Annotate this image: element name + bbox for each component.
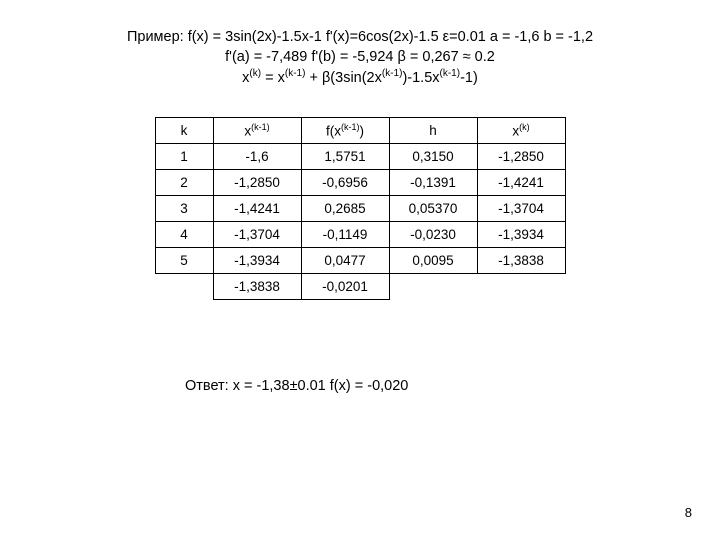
cell: -1,3838 xyxy=(213,273,301,299)
cell: -1,2850 xyxy=(213,169,301,195)
cell: 1,5751 xyxy=(301,143,389,169)
cell: 0,0477 xyxy=(301,247,389,273)
cell: 1 xyxy=(155,143,213,169)
example-header: Пример: f(x) = 3sin(2x)-1.5x-1 f'(x)=6co… xyxy=(0,0,720,89)
col-xk: x(k) xyxy=(477,117,565,143)
cell: -0,0201 xyxy=(301,273,389,299)
l3-p3: + β(3sin(2x xyxy=(305,70,381,86)
iteration-table-wrap: k x(k-1) f(x(k-1)) h x(k) 1 -1,6 1,5751 … xyxy=(0,117,720,300)
cell: -1,3704 xyxy=(477,195,565,221)
cell: -0,0230 xyxy=(389,221,477,247)
col-h: h xyxy=(389,117,477,143)
cell: -0,6956 xyxy=(301,169,389,195)
l3-p2: = x xyxy=(261,70,285,86)
cell: -1,4241 xyxy=(477,169,565,195)
cell: 0,05370 xyxy=(389,195,477,221)
cell: -1,3934 xyxy=(477,221,565,247)
l3-s2: (k-1) xyxy=(285,68,306,79)
col-xk1: x(k-1) xyxy=(213,117,301,143)
l3-s4: (k-1) xyxy=(440,68,461,79)
empty-cell xyxy=(389,273,477,299)
cell: 5 xyxy=(155,247,213,273)
l3-s1: (k) xyxy=(249,68,261,79)
cell: -1,3838 xyxy=(477,247,565,273)
cell: -1,3934 xyxy=(213,247,301,273)
header-line1: Пример: f(x) = 3sin(2x)-1.5x-1 f'(x)=6co… xyxy=(0,28,720,48)
cell: 3 xyxy=(155,195,213,221)
cell: 4 xyxy=(155,221,213,247)
col-fxk1: f(x(k-1)) xyxy=(301,117,389,143)
cell: -1,3704 xyxy=(213,221,301,247)
l3-p5: -1) xyxy=(460,70,478,86)
table-row: 4 -1,3704 -0,1149 -0,0230 -1,3934 xyxy=(155,221,565,247)
cell: -0,1149 xyxy=(301,221,389,247)
table-header-row: k x(k-1) f(x(k-1)) h x(k) xyxy=(155,117,565,143)
cell: -0,1391 xyxy=(389,169,477,195)
empty-cell xyxy=(155,273,213,299)
table-row: 1 -1,6 1,5751 0,3150 -1,2850 xyxy=(155,143,565,169)
table-row: 5 -1,3934 0,0477 0,0095 -1,3838 xyxy=(155,247,565,273)
cell: -1,4241 xyxy=(213,195,301,221)
cell: 0,3150 xyxy=(389,143,477,169)
cell: 2 xyxy=(155,169,213,195)
empty-cell xyxy=(477,273,565,299)
table-row: 2 -1,2850 -0,6956 -0,1391 -1,4241 xyxy=(155,169,565,195)
header-line2: f'(a) = -7,489 f'(b) = -5,924 β = 0,267 … xyxy=(0,48,720,68)
iteration-table: k x(k-1) f(x(k-1)) h x(k) 1 -1,6 1,5751 … xyxy=(155,117,566,300)
cell: 0,2685 xyxy=(301,195,389,221)
cell: -1,2850 xyxy=(477,143,565,169)
answer-text: Ответ: x = -1,38±0.01 f(x) = -0,020 xyxy=(0,378,720,394)
col-k: k xyxy=(155,117,213,143)
page-number: 8 xyxy=(685,505,692,520)
l3-s3: (k-1) xyxy=(382,68,403,79)
table-row: 3 -1,4241 0,2685 0,05370 -1,3704 xyxy=(155,195,565,221)
cell: -1,6 xyxy=(213,143,301,169)
l3-p4: )-1.5x xyxy=(402,70,439,86)
table-last-row: -1,3838 -0,0201 xyxy=(155,273,565,299)
header-line3: x(k) = x(k-1) + β(3sin(2x(k-1))-1.5x(k-1… xyxy=(0,67,720,88)
cell: 0,0095 xyxy=(389,247,477,273)
